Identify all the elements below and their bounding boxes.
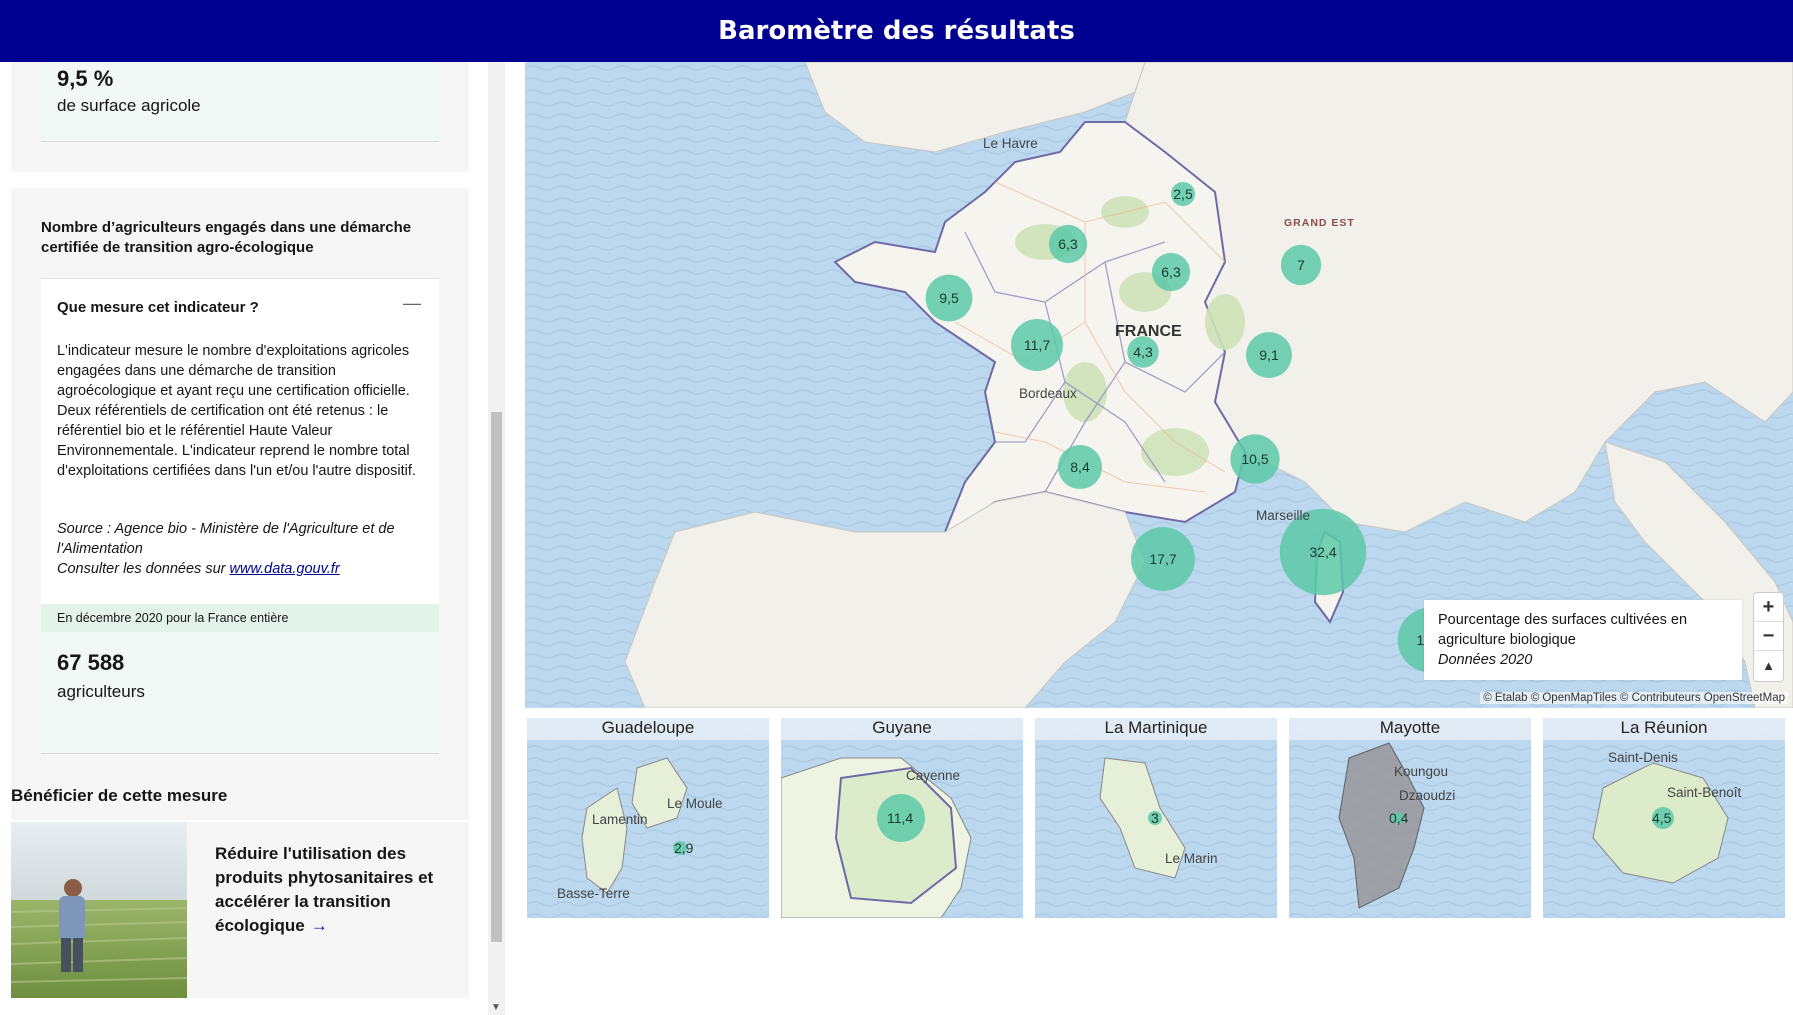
place-label-le-moule: Le Moule <box>667 796 723 811</box>
indicator-title: Nombre d’agriculteurs engagés dans une d… <box>41 219 412 256</box>
bubble-label-martinique: 3 <box>1151 810 1159 826</box>
country-label: FRANCE <box>1115 323 1182 340</box>
indicator-description: L'indicateur mesure le nombre d'exploita… <box>57 343 416 479</box>
city-label-le-havre: Le Havre <box>983 136 1038 151</box>
place-label-le-marin: Le Marin <box>1165 851 1218 866</box>
place-label-basse-terre: Basse-Terre <box>557 886 630 901</box>
region-bubble-label: 10,5 <box>1241 451 1268 467</box>
territory-title: La Réunion <box>1543 718 1785 740</box>
bubble-guyane[interactable] <box>877 794 925 842</box>
scrollbar-thumb[interactable] <box>491 412 502 942</box>
region-bubble[interactable] <box>1011 319 1063 371</box>
bubble-martinique[interactable] <box>1148 811 1162 825</box>
map-attribution[interactable]: © Etalab © OpenMapTiles © Contributeurs … <box>1480 692 1788 704</box>
region-bubble[interactable] <box>1246 332 1292 378</box>
indicator-value: 9,5 % <box>57 66 114 91</box>
city-label-bordeaux: Bordeaux <box>1019 386 1077 401</box>
source-text: Source : Agence bio - Ministère de l'Agr… <box>57 521 395 557</box>
indicator-value-box: 67 588 agriculteurs <box>41 632 439 754</box>
benefit-card[interactable]: Réduire l'utilisation des produits phyto… <box>11 822 469 998</box>
scroll-down-icon[interactable]: ▼ <box>491 1002 501 1013</box>
zoom-out-button[interactable]: − <box>1754 622 1783 651</box>
region-bubble-label: 17,7 <box>1149 551 1176 567</box>
region-bubble[interactable] <box>1151 252 1191 292</box>
place-label-cayenne: Cayenne <box>906 768 960 783</box>
territory-title: Mayotte <box>1289 718 1531 740</box>
left-panel: 9,5 % de surface agricole Nombre d’agric… <box>0 62 505 1015</box>
bubble-label-reunion: 4,5 <box>1652 810 1672 826</box>
territory-map-guadeloupe[interactable]: Guadeloupe 2,9 Lamentin Le Moule Basse-T… <box>527 718 769 918</box>
page-title: Baromètre des résultats <box>718 16 1075 46</box>
bubble-mayotte[interactable] <box>1392 812 1404 824</box>
region-bubble[interactable] <box>925 274 973 322</box>
farmer-photo <box>11 822 187 998</box>
indicator-accordion: Que mesure cet indicateur ? — L'indicate… <box>41 278 439 604</box>
territory-map-mayotte[interactable]: Mayotte 0,4 Koungou Dzaoudzi <box>1289 718 1531 918</box>
reset-north-button[interactable]: ▲ <box>1762 658 1775 673</box>
map-legend: Pourcentage des surfaces cultivées en ag… <box>1424 600 1742 680</box>
place-label-dzaoudzi: Dzaoudzi <box>1399 788 1455 803</box>
date-band: En décembre 2020 pour la France entière <box>41 604 439 632</box>
place-label-lamentin: Lamentin <box>592 812 648 827</box>
territory-title: La Martinique <box>1035 718 1277 740</box>
legend-title: Pourcentage des surfaces cultivées en ag… <box>1438 612 1688 648</box>
region-bubble-label: 4,3 <box>1133 344 1153 360</box>
territory-title: Guyane <box>781 718 1023 740</box>
indicator-card-surface: 9,5 % de surface agricole <box>11 62 469 172</box>
bubble-label-guadeloupe: 2,9 <box>674 840 694 856</box>
farmers-value: 67 588 <box>57 650 125 675</box>
region-bubble-label: 9,1 <box>1259 347 1279 363</box>
bubble-label-mayotte: 0,4 <box>1389 810 1409 826</box>
region-bubble-label: 32,4 <box>1309 544 1336 560</box>
region-bubble[interactable] <box>1048 224 1088 264</box>
region-label: GRAND EST <box>1284 217 1355 229</box>
indicator-unit: de surface agricole <box>57 96 201 115</box>
arrow-right-icon: → <box>310 916 328 935</box>
page-header: Baromètre des résultats <box>0 0 1793 62</box>
region-bubble[interactable] <box>1279 508 1367 596</box>
data-gouv-link[interactable]: www.data.gouv.fr <box>229 561 340 577</box>
indicator-card-farmers: Nombre d’agriculteurs engagés dans une d… <box>11 188 469 820</box>
city-label-marseille: Marseille <box>1256 508 1310 523</box>
farmers-unit: agriculteurs <box>57 682 145 701</box>
left-panel-scrollbar[interactable]: ▼ <box>488 62 505 1015</box>
place-label-koungou: Koungou <box>1394 764 1448 779</box>
region-bubble-label: 2,5 <box>1173 186 1193 202</box>
region-bubble[interactable] <box>1170 181 1196 207</box>
region-bubble-label: 6,3 <box>1161 264 1181 280</box>
region-bubble[interactable] <box>1280 244 1322 286</box>
indicator-source: Source : Agence bio - Ministère de l'Agr… <box>57 519 425 579</box>
region-bubble[interactable] <box>1127 336 1159 368</box>
territory-map-martinique[interactable]: La Martinique 3 Le Marin <box>1035 718 1277 918</box>
benefit-link[interactable]: Réduire l'utilisation des produits phyto… <box>215 842 455 938</box>
region-bubble-label: 11,7 <box>1024 337 1050 353</box>
region-bubble[interactable] <box>1057 444 1103 490</box>
zoom-controls: + − ▲ <box>1753 592 1784 682</box>
bubble-guadeloupe[interactable] <box>673 841 687 855</box>
legend-note: Données 2020 <box>1438 652 1533 668</box>
consult-prefix: Consulter les données sur <box>57 561 230 577</box>
place-label-saint-denis: Saint-Denis <box>1608 750 1678 765</box>
region-bubble[interactable] <box>1230 434 1280 484</box>
bubble-label-guyane: 11,4 <box>887 810 913 826</box>
bubble-reunion[interactable] <box>1652 807 1674 829</box>
territory-map-reunion[interactable]: La Réunion 4,5 Saint-Denis Saint-Benoît <box>1543 718 1785 918</box>
consult-line: Consulter les données sur www.data.gouv.… <box>57 559 425 579</box>
collapse-icon[interactable]: — <box>403 293 421 313</box>
region-bubble-label: 6,3 <box>1058 236 1078 252</box>
zoom-in-button[interactable]: + <box>1754 593 1783 622</box>
region-bubble[interactable] <box>1131 527 1195 591</box>
territory-title: Guadeloupe <box>527 718 769 740</box>
indicator-value-box: 9,5 % de surface agricole <box>41 62 439 142</box>
benefit-heading: Bénéficier de cette mesure <box>11 786 228 805</box>
accordion-toggle-button[interactable]: Que mesure cet indicateur ? <box>57 299 259 316</box>
region-bubble-label: 8,4 <box>1070 459 1090 475</box>
region-bubble-label: 7 <box>1297 257 1305 273</box>
place-label-saint-benoit: Saint-Benoît <box>1667 785 1742 800</box>
territory-map-guyane[interactable]: Guyane 11,4 Cayenne <box>781 718 1023 918</box>
benefit-link-text: Réduire l'utilisation des produits phyto… <box>215 844 434 935</box>
region-bubble-label: 9,5 <box>939 290 959 306</box>
